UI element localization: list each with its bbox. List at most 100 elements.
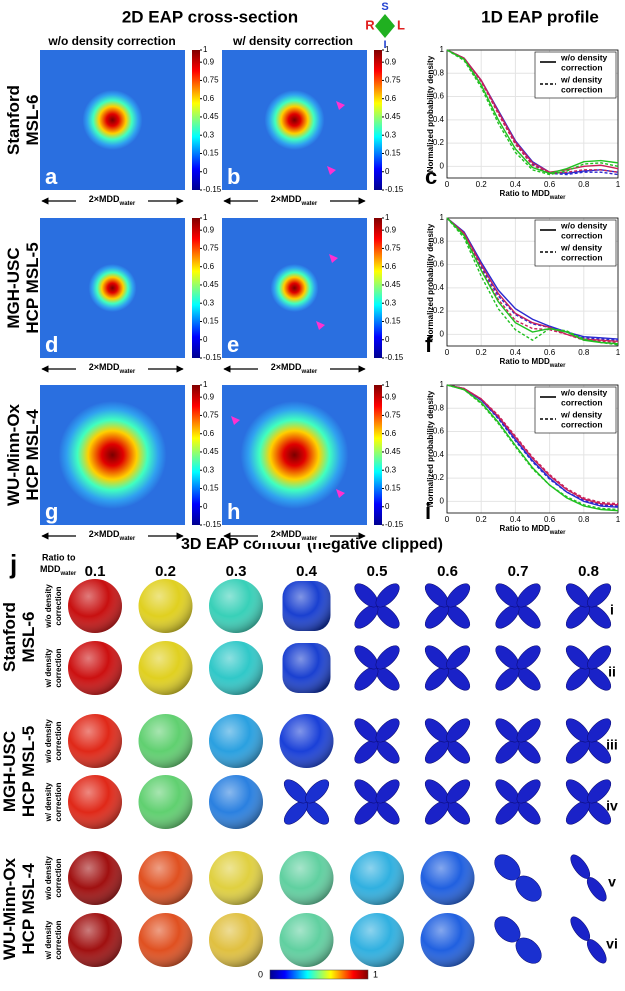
- y-tick-label: 0.8: [433, 403, 445, 412]
- eap-map-peak: [58, 401, 167, 509]
- plot-frame: [446, 384, 619, 514]
- contour-shading: [138, 714, 193, 768]
- colorbar: [374, 218, 382, 358]
- orientation-label: L: [397, 17, 405, 32]
- colorbar-tick-label: 0.6: [385, 429, 397, 438]
- group-label: StanfordMSL-6: [0, 602, 38, 672]
- contour-lobe: [570, 916, 591, 941]
- colorbar-tick-label: 0.75: [385, 244, 401, 253]
- plot-frame: [446, 217, 619, 347]
- colorbar-tick-label: -0.15: [385, 520, 404, 529]
- legend-label: correction: [561, 252, 603, 262]
- colorbar-tick-label: -0.15: [385, 353, 404, 362]
- eap-map-peak: [240, 401, 349, 509]
- scale-label-main: 2×MDD: [271, 194, 302, 204]
- row-sublabel-line: correction: [54, 721, 63, 760]
- legend-box: [534, 219, 617, 267]
- ratio-label: 0.6: [437, 563, 458, 580]
- x-tick-label: 1: [616, 180, 621, 189]
- contour-shading: [209, 851, 263, 905]
- colorbar-tick-label: 1: [385, 213, 390, 222]
- group-label: MGH-USCHCP MSL-5: [0, 726, 38, 817]
- row-label-line: HCP MSL-5: [23, 242, 42, 333]
- scale-label: 2×MDDwater: [271, 362, 318, 374]
- scale-label-bg: [76, 529, 148, 543]
- contour-shading: [68, 641, 122, 695]
- legend-label: w/o density: [560, 387, 608, 397]
- ratio-label: Ratio to: [42, 552, 76, 562]
- x-tick-label: 0.8: [578, 180, 590, 189]
- contour-shading: [350, 851, 404, 905]
- scale-label: 2×MDDwater: [89, 194, 136, 206]
- panel-label: i: [425, 499, 431, 524]
- colorbar-tick-label: 0: [385, 502, 390, 511]
- panel-label: c: [425, 164, 437, 189]
- section-title: 2D EAP cross-section: [122, 7, 298, 26]
- y-tick-label: 0.8: [433, 236, 445, 245]
- contour-shading: [68, 579, 122, 633]
- row-sublabel-line: correction: [54, 648, 63, 687]
- legend-box: [534, 51, 617, 99]
- ratio-label: MDDwater: [40, 564, 77, 576]
- colorbar-tick-label: 0.75: [203, 76, 219, 85]
- arrowhead-marker: [336, 489, 345, 498]
- scale-label-sub: water: [119, 201, 136, 207]
- x-tick-label: 0.4: [510, 180, 522, 189]
- y-axis-label: Normalized probability density: [426, 223, 435, 340]
- x-tick-label: 0.2: [476, 180, 488, 189]
- profile-line: [446, 384, 619, 511]
- panel-label: b: [227, 164, 240, 189]
- y-tick-label: 0.2: [433, 306, 445, 315]
- colorbar-tick-label: 0.9: [203, 392, 215, 401]
- colorbar-tick-label: 0.75: [203, 244, 219, 253]
- colorbar-tick-label: 0.3: [203, 298, 215, 307]
- legend-label: correction: [561, 62, 603, 72]
- row-sublabel-line: w/o density: [44, 584, 53, 629]
- x-tick-label: 0.4: [510, 348, 522, 357]
- colorbar-tick-label: 1: [203, 213, 208, 222]
- y-tick-label: 0.8: [433, 68, 445, 77]
- ratio-label: 0.2: [155, 563, 176, 580]
- colorbar-tick-label: 0.6: [203, 262, 215, 271]
- x-tick-label: 0.6: [544, 180, 556, 189]
- colorbar-tick-label: 0.75: [385, 411, 401, 420]
- contour-shading: [282, 643, 331, 693]
- y-tick-label: 0: [440, 496, 445, 505]
- legend-label: w/ density: [560, 74, 602, 84]
- x-axis-label: Ratio to MDDwater: [500, 357, 567, 368]
- orientation-label: I: [383, 39, 386, 51]
- scale-label-main: 2×MDD: [89, 362, 120, 372]
- row-sublabel: w/o densitycorrection: [44, 856, 63, 901]
- row-label-line: HCP MSL-4: [23, 409, 42, 501]
- scale-label: 2×MDDwater: [89, 529, 136, 541]
- colorbar-tick-label: 0: [203, 167, 208, 176]
- group-label-line: WU-Minn-Ox: [0, 857, 19, 960]
- row-sublabel: w/ densitycorrection: [44, 782, 63, 822]
- row-numeral: i: [610, 602, 614, 618]
- contour-lobe: [516, 779, 541, 804]
- panel-label: e: [227, 332, 239, 357]
- contour-lobe: [586, 939, 607, 964]
- colorbar-tick-label: 0.6: [203, 429, 215, 438]
- row-label-line: MSL-6: [23, 95, 42, 146]
- contour-shading: [138, 775, 193, 829]
- contour-shading: [209, 775, 263, 829]
- ratio-label: 0.4: [296, 563, 318, 580]
- colorbar: [374, 385, 382, 525]
- eap-map-peak: [264, 90, 325, 150]
- scale-label-sub: water: [301, 536, 318, 542]
- profile-line: [446, 384, 619, 505]
- contour-shading: [138, 579, 193, 633]
- y-tick-label: 0.6: [433, 260, 445, 269]
- y-tick-label: 0.2: [433, 473, 445, 482]
- colorbar-tick-label: 1: [203, 380, 208, 389]
- contour-shading: [68, 851, 122, 905]
- y-tick-label: 0: [440, 161, 445, 170]
- contour-shading: [420, 913, 475, 967]
- ratio-label: 0.5: [367, 563, 388, 580]
- profile-line: [446, 49, 619, 176]
- contour-shading: [350, 913, 404, 967]
- colorbar-tick-label: -0.15: [203, 520, 222, 529]
- scale-label-bg: [76, 362, 148, 376]
- colorbar-tick-label: 0.9: [203, 225, 215, 234]
